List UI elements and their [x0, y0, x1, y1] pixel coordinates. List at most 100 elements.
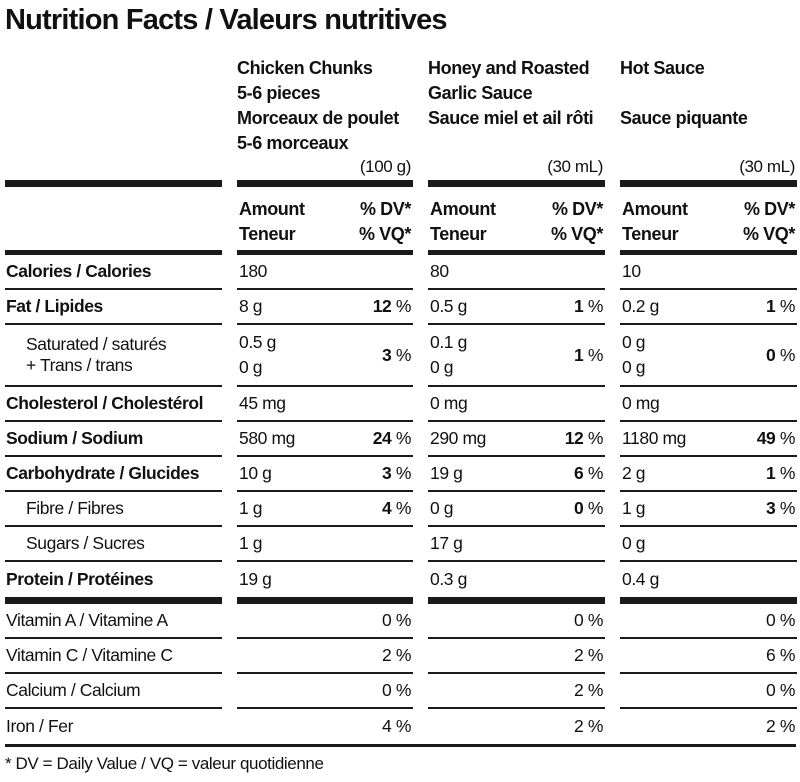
- amount: 1 g: [239, 498, 263, 518]
- label-wrap: Carbohydrate / Glucides: [6, 463, 199, 484]
- daily-value: 1 %: [574, 296, 603, 317]
- amount-wrap: 580 mg: [239, 426, 295, 451]
- daily-value: 49 %: [756, 428, 796, 449]
- amount: 45 mg: [239, 393, 286, 413]
- dv-number: 0: [766, 344, 776, 365]
- label-wrap: Fibre / Fibres: [26, 498, 124, 519]
- dv-number: 1: [574, 296, 584, 316]
- dv-number: 1: [766, 296, 776, 316]
- vitamin-value: 0 %: [237, 604, 413, 639]
- percent-sign: %: [779, 344, 796, 365]
- dv-header: % DV* % VQ*: [551, 197, 603, 247]
- nutrient-name: Saturated / saturés: [26, 334, 167, 354]
- amount-dv-header: Amount Teneur % DV* % VQ*: [620, 193, 797, 255]
- thick-divider: [620, 180, 797, 187]
- thick-divider: [237, 180, 413, 187]
- vitamin-label: Iron / Fer: [6, 716, 73, 736]
- dv-number: 49: [756, 428, 776, 448]
- vitamin-label: Vitamin C / Vitamine C: [5, 639, 222, 674]
- percent-sign: %: [587, 428, 604, 448]
- amount: 1 g: [239, 533, 263, 553]
- amount: 1180 mg: [622, 428, 687, 448]
- vitamin-value: 4 %: [382, 716, 411, 736]
- daily-value: 4 %: [382, 498, 411, 519]
- product-name-line: Morceaux de poulet: [237, 108, 399, 128]
- nutrient-name: Sugars / Sucres: [26, 533, 145, 553]
- dv-header: % DV* % VQ*: [743, 197, 795, 247]
- page-title: Nutrition Facts / Valeurs nutritives: [5, 4, 448, 36]
- nutrient-name: Fat / Lipides: [6, 296, 103, 316]
- percent-sign: %: [587, 344, 604, 365]
- table-row: Vitamin A / Vitamine A 0 % 0 % 0 %: [5, 604, 797, 639]
- amount-label: Amount: [430, 198, 496, 219]
- dv-number: 1: [574, 344, 584, 365]
- nutrient-name: Calories / Calories: [6, 261, 152, 281]
- percent-sign: %: [779, 463, 796, 483]
- amount: 80: [430, 261, 449, 281]
- amount-wrap: 19 g: [239, 567, 272, 592]
- nutrient-value-cell: 10: [620, 255, 797, 290]
- header-label-cell: [5, 193, 222, 255]
- vitamin-value: 2 %: [766, 716, 795, 736]
- amount: 580 mg: [239, 428, 295, 448]
- amount-wrap: 1180 mg: [622, 426, 686, 451]
- nutrient-value-cell: 290 mg 12 %: [428, 422, 605, 457]
- dv-label: % DV*: [551, 198, 603, 219]
- product-name-line: Sauce piquante: [620, 108, 748, 128]
- nutrient-value-cell: 0.3 g: [428, 562, 605, 604]
- label-wrap: Sodium / Sodium: [6, 428, 143, 449]
- vq-label: % VQ*: [358, 223, 411, 244]
- amount: 19 g: [239, 569, 272, 589]
- amount: 0.5 g: [430, 296, 467, 316]
- product-name-line: 5-6 pieces: [237, 83, 321, 103]
- dv-number: 3: [382, 344, 392, 365]
- percent-sign: %: [587, 296, 604, 316]
- nutrient-label: Calories / Calories: [5, 255, 222, 290]
- vitamin-value: 2 %: [428, 674, 605, 709]
- product-name-line: [620, 131, 797, 156]
- nutrient-value-cell: 0.2 g 1 %: [620, 290, 797, 325]
- nutrient-value-cell: 0 mg: [620, 387, 797, 422]
- nutrient-value-cell: 19 g: [237, 562, 413, 604]
- amount-header: Amount Teneur: [622, 197, 688, 247]
- daily-value: 3 %: [766, 498, 795, 519]
- amount-header: Amount Teneur: [239, 197, 305, 247]
- table-row: Cholesterol / Cholestérol 45 mg 0 mg 0 mg: [5, 387, 797, 422]
- nutrient-value-cell: 2 g 1 %: [620, 457, 797, 492]
- table-row: Fat / Lipides 8 g 12 % 0.5 g 1 % 0.2 g 1 %: [5, 290, 797, 325]
- daily-value: 3 %: [382, 463, 411, 484]
- table-row: Calcium / Calcium 0 % 2 % 0 %: [5, 674, 797, 709]
- nutrient-name: Fibre / Fibres: [26, 498, 124, 518]
- product-name: Honey and Roasted Garlic Sauce Sauce miel …: [428, 56, 605, 156]
- vitamin-value: 0 %: [428, 604, 605, 639]
- amount-wrap: 0 g: [430, 496, 454, 521]
- nutrient-value-cell: 580 mg 24 %: [237, 422, 413, 457]
- product-name-line: 5-6 morceaux: [237, 133, 349, 153]
- nutrient-name: Sodium / Sodium: [6, 428, 143, 448]
- amount-wrap: 1 g: [622, 496, 646, 521]
- amount: 0.4 g: [622, 569, 659, 589]
- vitamin-value: 2 %: [237, 639, 413, 674]
- amount-wrap: 1 g: [239, 496, 263, 521]
- product-name-line: Honey and Roasted: [428, 58, 590, 78]
- vitamin-value: 6 %: [620, 639, 797, 674]
- amount-wrap: 8 g: [239, 294, 263, 319]
- percent-sign: %: [395, 344, 412, 365]
- product-name-line: Hot Sauce: [620, 58, 705, 78]
- vitamin-label: Calcium / Calcium: [5, 674, 222, 709]
- serving-size: (30 mL): [547, 157, 603, 176]
- amount-wrap: 1 g: [239, 531, 263, 556]
- product-name: Chicken Chunks 5-6 pieces Morceaux de poul…: [237, 56, 413, 156]
- amount-wrap: 0 g: [622, 531, 646, 556]
- daily-value: 0 %: [766, 345, 795, 366]
- amount-wrap: 0.5 g: [430, 294, 467, 319]
- nutrient-name-secondary: + Trans / trans: [26, 355, 133, 375]
- amount-wrap: 180: [239, 259, 267, 284]
- dv-number: 3: [382, 463, 392, 483]
- amount-wrap: 0.2 g: [622, 294, 659, 319]
- nutrient-name: Carbohydrate / Glucides: [6, 463, 200, 483]
- amount-wrap: 290 mg: [430, 426, 486, 451]
- vitamin-value: 0 %: [620, 674, 797, 709]
